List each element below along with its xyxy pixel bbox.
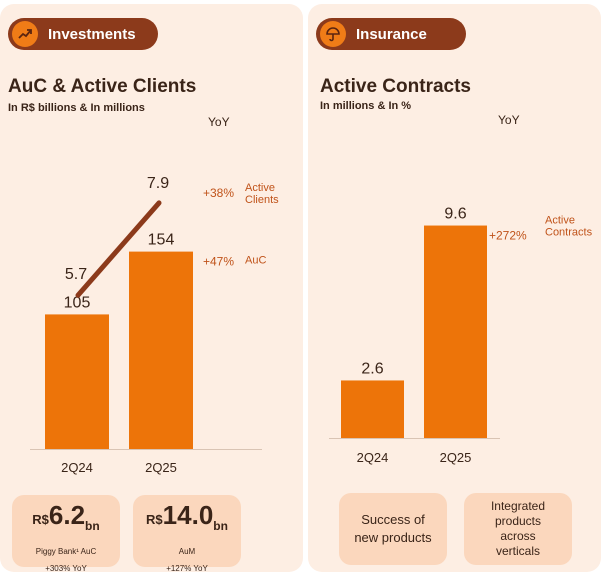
bar-2q24 (341, 380, 404, 438)
bar-legend-label: AuC (245, 255, 266, 267)
investments-badge: Investments (8, 18, 158, 50)
investments-panel: Investments AuC & Active Clients In R$ b… (0, 4, 303, 572)
aum-change: +127% YoY (166, 564, 208, 574)
piggy-bank-auc-label: Piggy Bank¹ AuC (35, 547, 97, 557)
bar-value-label: 9.6 (444, 206, 466, 223)
trending-up-icon (12, 21, 38, 47)
insurance-badge-label: Insurance (356, 25, 427, 43)
category-tick-label: 2Q25 (440, 450, 472, 465)
piggy-bank-auc-change: +303% YoY (45, 564, 87, 574)
insurance-badge: Insurance (316, 18, 466, 50)
new-products-text: Success of new products (354, 512, 432, 545)
category-tick-label: 2Q25 (145, 460, 177, 475)
investments-chart-title: AuC & Active Clients (8, 76, 197, 97)
insurance-yoy-header: YoY (498, 113, 520, 127)
new-products-card: Success of new products (339, 493, 447, 565)
category-tick-label: 2Q24 (357, 450, 389, 465)
bar-legend-label: Contracts (545, 227, 593, 239)
insurance-chart-title: Active Contracts (320, 76, 471, 97)
category-tick-label: 2Q24 (61, 460, 93, 475)
bar-2q25 (129, 251, 193, 449)
active-clients-line (75, 200, 162, 298)
bar-yoy-label: +272% (489, 229, 527, 243)
line-value-label: 5.7 (65, 266, 87, 283)
bar-value-label: 154 (148, 232, 175, 249)
line-value-label: 7.9 (147, 175, 169, 192)
bar-value-label: 2.6 (361, 360, 383, 377)
bar-yoy-label: +47% (203, 255, 234, 269)
bar-2q24 (45, 314, 109, 449)
investments-yoy-header: YoY (208, 115, 230, 129)
insurance-chart-subtitle: In millions & In % (320, 100, 412, 112)
line-legend-label: Clients (245, 194, 279, 206)
aum-value: R$14.0bn (146, 500, 228, 534)
line-legend-label: Active (245, 182, 275, 194)
piggy-bank-auc-card: R$6.2bn Piggy Bank¹ AuC +303% YoY (12, 495, 120, 573)
piggy-bank-auc-value: R$6.2bn (32, 500, 100, 534)
investments-chart-subtitle: In R$ billions & In millions (8, 102, 145, 114)
bar-legend-label: Active (545, 215, 575, 227)
bar-2q25 (424, 225, 487, 438)
integrated-products-text: Integrated products across verticals (490, 499, 546, 558)
umbrella-icon (320, 21, 346, 47)
aum-label: AuM (178, 547, 196, 557)
investments-badge-label: Investments (48, 25, 136, 43)
line-yoy-label: +38% (203, 186, 234, 200)
insurance-panel: Insurance Active Contracts In millions &… (308, 4, 601, 572)
integrated-products-card: Integrated products across verticals (464, 493, 572, 565)
bar-value-label: 105 (64, 294, 91, 311)
aum-card: R$14.0bn AuM +127% YoY (133, 495, 241, 573)
